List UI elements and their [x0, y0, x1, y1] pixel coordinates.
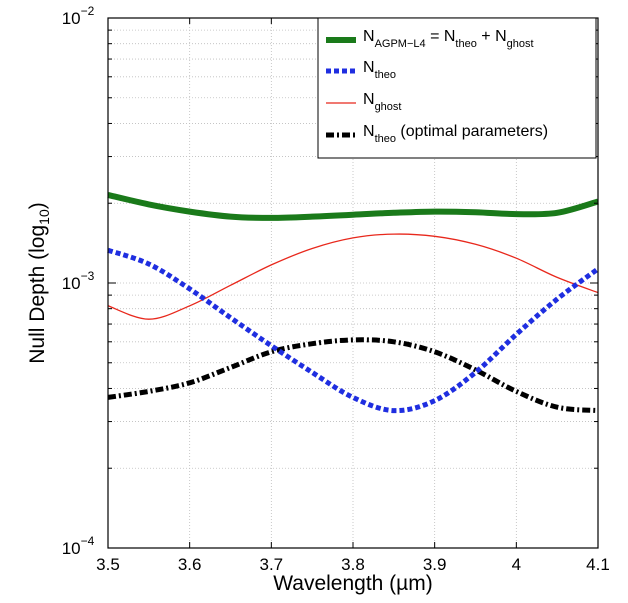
y-axis-title-sub: 10 [36, 209, 52, 225]
legend-subscript: ghost [507, 38, 534, 50]
x-tick-label: 3.8 [341, 555, 365, 574]
x-tick-label: 3.9 [423, 555, 447, 574]
x-tick-label: 3.7 [260, 555, 284, 574]
x-tick-label: 4.1 [586, 555, 610, 574]
x-tick-label: 3.5 [96, 555, 120, 574]
legend-subscript: theo [375, 133, 396, 145]
y-tick-label-base: 10 [62, 539, 81, 558]
legend-text-part: N [363, 59, 375, 76]
y-axis-title-main: Null Depth (log [26, 225, 49, 364]
series-line-ghost [107, 233, 599, 320]
x-tick-label: 3.6 [178, 555, 202, 574]
series-line-agpm [107, 191, 599, 221]
y-tick-label: 10−4 [62, 534, 95, 558]
legend-subscript: theo [455, 38, 476, 50]
y-tick-label-exp: −4 [81, 534, 95, 548]
legend-label-optimal: Ntheo (optimal parameters) [363, 123, 548, 145]
legend: NAGPM−L4 = Ntheo + NghostNtheoNghostNthe… [317, 17, 597, 159]
y-tick-label: 10−2 [62, 4, 95, 28]
y-tick-label-base: 10 [62, 9, 81, 28]
x-tick-label: 4 [512, 555, 521, 574]
y-tick-labels: 10−410−310−2 [62, 4, 95, 558]
legend-text-part: N [363, 123, 375, 140]
legend-subscript: theo [375, 69, 396, 81]
series-line-theo [107, 247, 600, 414]
legend-subscript: ghost [375, 101, 402, 113]
legend-text-part: (optimal parameters) [396, 123, 548, 140]
legend-subscript: AGPM−L4 [375, 38, 426, 50]
series-layer [107, 191, 600, 414]
legend-text-part: + N [477, 28, 507, 45]
legend-label-theo: Ntheo [363, 59, 396, 81]
series-line-optimal [107, 337, 599, 414]
y-tick-label-base: 10 [62, 274, 81, 293]
y-tick-label-exp: −2 [81, 4, 95, 18]
x-tick-labels: 3.5 3.6 3.7 3.8 3.9 4 4.1 [96, 555, 610, 574]
legend-label-ghost: Nghost [363, 91, 401, 113]
legend-text-part: = N [426, 28, 456, 45]
legend-text-part: N [363, 91, 375, 108]
y-tick-label-exp: −3 [81, 269, 95, 283]
y-axis-title: Null Depth (log10) [26, 202, 52, 363]
x-axis-title: Wavelength (µm) [273, 572, 433, 595]
y-axis-title-close: ) [26, 202, 49, 209]
legend-label-agpm: NAGPM−L4 = Ntheo + Nghost [363, 28, 534, 50]
legend-box [317, 17, 597, 159]
y-tick-label: 10−3 [62, 269, 95, 293]
legend-text-part: N [363, 28, 375, 45]
